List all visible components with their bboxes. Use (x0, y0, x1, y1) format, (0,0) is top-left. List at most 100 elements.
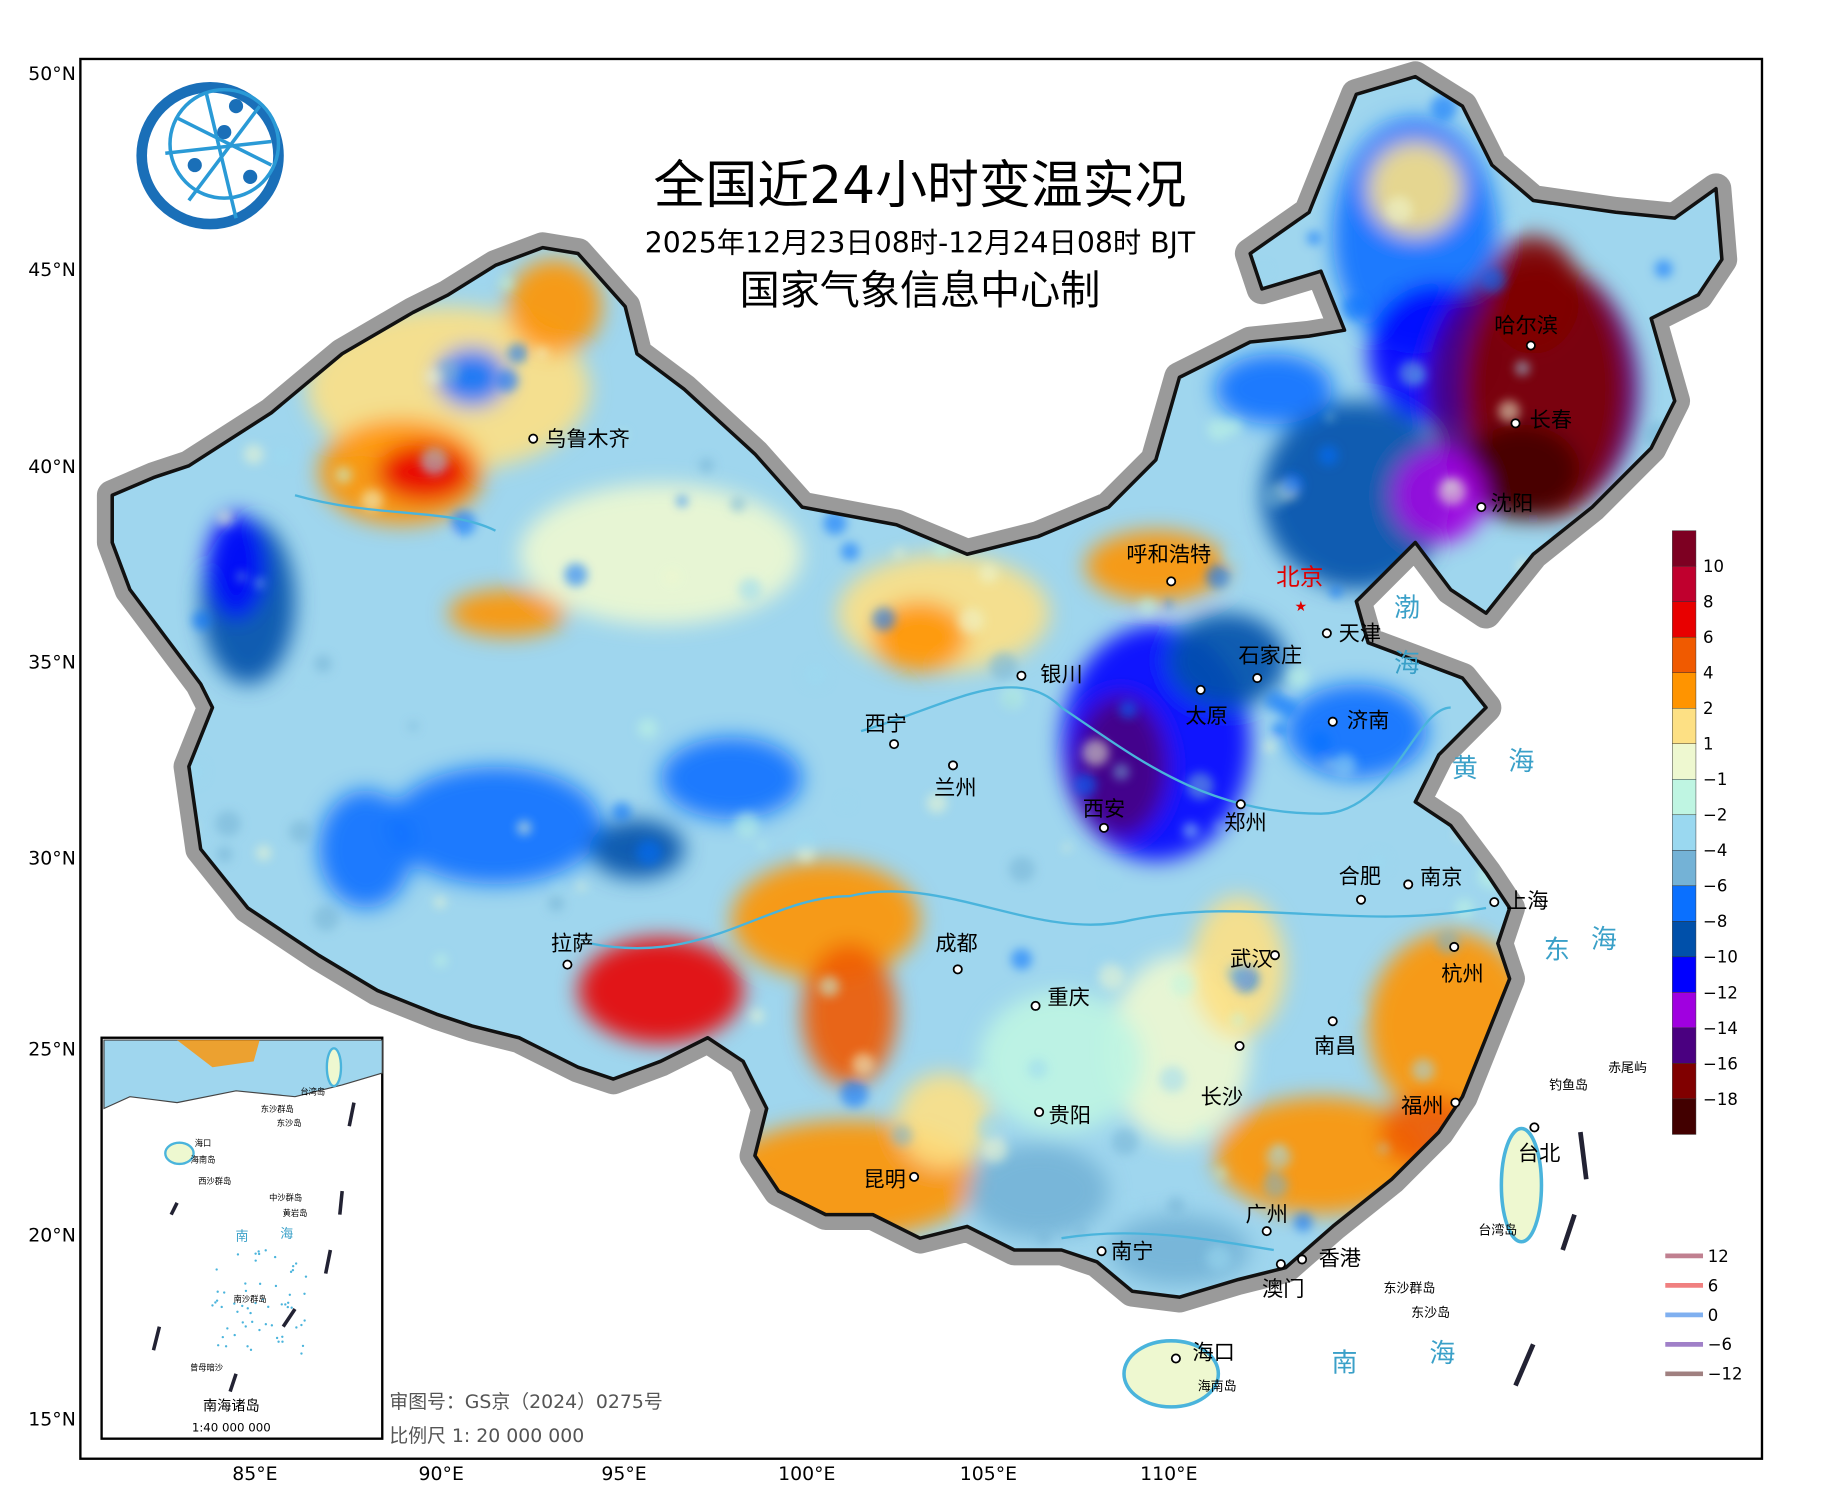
colorbar-swatch (1672, 779, 1697, 816)
island-label: 台湾岛 (1478, 1223, 1517, 1239)
city-marker (1450, 1097, 1461, 1108)
inset-label: 南 (235, 1229, 248, 1245)
temperature-speck (1281, 473, 1304, 495)
city-marker (909, 1171, 920, 1182)
temperature-speck (1329, 586, 1342, 599)
city-label: 石家庄 (1238, 644, 1302, 669)
river (294, 494, 496, 532)
inset-reef (303, 1319, 306, 1322)
city-label: 福州 (1401, 1094, 1443, 1119)
city-label: 南京 (1420, 865, 1462, 890)
temperature-speck (801, 660, 830, 688)
temperature-speck (269, 443, 296, 469)
temperature-speck (1454, 898, 1474, 918)
city-label: 太原 (1185, 704, 1227, 729)
temperature-speck (749, 1008, 765, 1024)
city-label: 银川 (1040, 663, 1082, 688)
inset-reef (264, 1323, 268, 1326)
city-marker (952, 964, 963, 975)
inset-reef (220, 1305, 223, 1309)
temperature-speck (1263, 1172, 1289, 1198)
border-path (110, 74, 1724, 1299)
inset-boundary-dash (347, 1102, 356, 1127)
temperature-speck (734, 812, 760, 838)
colorbar-label: −14 (1703, 1019, 1738, 1038)
temperature-speck (313, 905, 340, 932)
inset-boundary-dash (338, 1190, 344, 1215)
temperature-speck (891, 1124, 913, 1147)
city-label: 呼和浩特 (1126, 542, 1211, 567)
inset-reef (300, 1352, 303, 1355)
map-producer: 国家气象信息中心制 (740, 268, 1101, 314)
line-legend-label: 0 (1708, 1306, 1719, 1325)
boundary-dash (1513, 1343, 1536, 1387)
line-legend-label: −12 (1708, 1365, 1743, 1384)
inset-reef (214, 1301, 217, 1304)
temperature-speck (1215, 822, 1224, 830)
city-marker (1034, 1107, 1045, 1118)
inset-reef (286, 1305, 289, 1309)
colorbar-label: 2 (1703, 699, 1714, 718)
city-marker (1476, 502, 1487, 513)
inset-reef (246, 1345, 249, 1348)
temperature-speck (536, 347, 548, 359)
inset-label: 海 (280, 1227, 293, 1242)
temperature-speck (547, 894, 565, 912)
temperature-speck (1225, 418, 1243, 436)
colorbar-label: 10 (1703, 557, 1724, 576)
temperature-speck (958, 607, 985, 634)
temperature-region (519, 483, 803, 625)
temperature-speck (1481, 267, 1507, 293)
temperature-speck (1324, 759, 1332, 768)
temperature-speck (1037, 1230, 1051, 1245)
temperature-region (731, 860, 920, 979)
city-marker (1449, 941, 1460, 952)
temperature-speck (433, 896, 447, 909)
inset-reef (304, 1275, 308, 1278)
inset-reef (273, 1255, 277, 1259)
inset-reef (295, 1326, 298, 1329)
line-legend-label: 6 (1708, 1276, 1719, 1295)
river (1061, 1232, 1274, 1252)
temperature-speck (1262, 483, 1288, 509)
colorbar-label: −1 (1703, 770, 1727, 789)
sea-label: 海 (1508, 747, 1534, 777)
rivers (294, 494, 1487, 1252)
inset-reef (241, 1304, 244, 1308)
colorbar-swatch (1672, 956, 1697, 993)
latitude-label: 20°N (28, 1225, 76, 1247)
colorbar-swatch (1672, 708, 1697, 744)
temperature-speck (236, 571, 248, 582)
temperature-speck (1163, 599, 1173, 609)
temperature-speck (576, 882, 586, 891)
temperature-speck (1105, 874, 1114, 883)
temperature-speck (676, 495, 688, 507)
colorbar-label: 6 (1703, 628, 1714, 647)
boundary-dash (1560, 1213, 1577, 1251)
temperature-speck (1259, 265, 1269, 276)
temperature-speck (1010, 948, 1033, 970)
inset-label: 海口 (195, 1138, 212, 1148)
city-label: 长沙 (1201, 1085, 1243, 1110)
temperature-region (660, 737, 803, 820)
colorbar-swatch (1672, 921, 1697, 958)
inset-reef (223, 1291, 226, 1294)
temperature-region (507, 259, 602, 354)
temperature-speck (1098, 963, 1125, 990)
inset-reef (267, 1305, 270, 1309)
city-label: 南宁 (1111, 1239, 1153, 1264)
temperature-speck (553, 883, 565, 895)
line-legend-label: −6 (1708, 1335, 1732, 1354)
city-label: 上海 (1506, 889, 1548, 914)
inset-boundary-dash (151, 1326, 162, 1351)
temperature-speck (698, 457, 715, 474)
island-label: 赤尾屿 (1608, 1061, 1647, 1076)
temperature-speck (215, 810, 241, 837)
temperature-speck (1437, 477, 1467, 506)
colorbar-swatch (1672, 601, 1697, 638)
temperature-speck (1097, 953, 1108, 965)
temperature-speck (314, 654, 332, 673)
inset-reef (224, 1345, 228, 1348)
temperature-speck (564, 563, 588, 587)
